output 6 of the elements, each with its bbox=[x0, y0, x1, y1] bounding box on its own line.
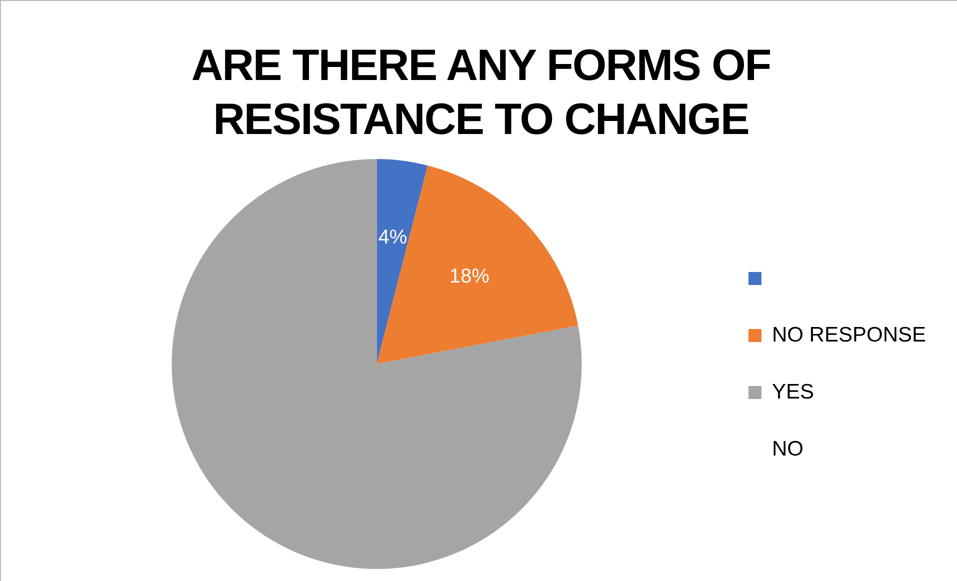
category-label: NO bbox=[772, 437, 804, 460]
chart-title: ARE THERE ANY FORMS OF RESISTANCE TO CHANGE bbox=[190, 40, 772, 146]
legend-label: YES bbox=[772, 380, 814, 404]
legend-label: NO RESPONSE bbox=[772, 323, 926, 346]
data-label: 4% bbox=[378, 226, 408, 248]
data-label: 18% bbox=[449, 266, 490, 288]
